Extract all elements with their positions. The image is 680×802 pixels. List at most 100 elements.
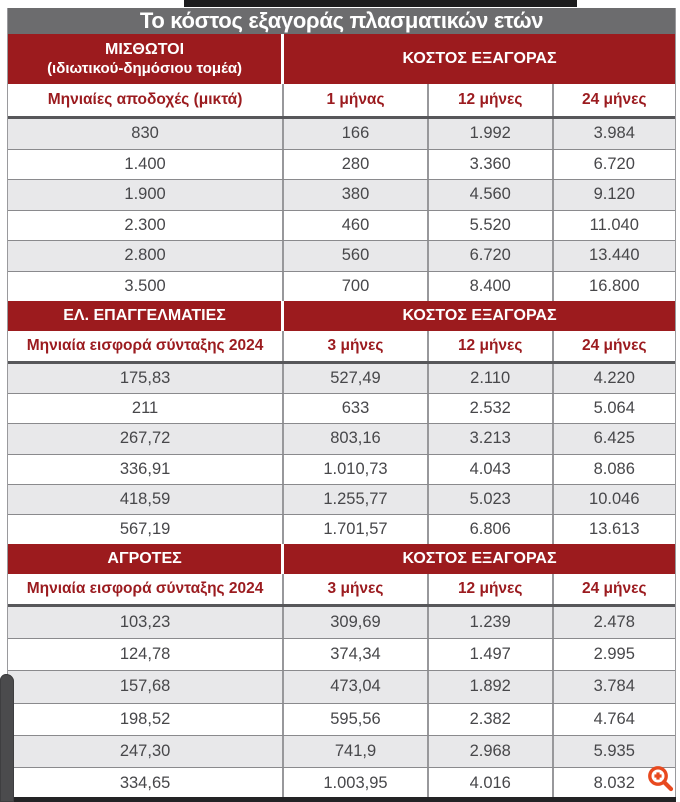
- table-row: 198,52 595,56 2.382 4.764: [8, 702, 675, 735]
- column-header: 12 μήνες: [429, 84, 554, 116]
- column-header: 24 μήνες: [582, 580, 647, 597]
- group-label: ΕΛ. ΕΠΑΓΓΕΛΜΑΤΙΕΣ: [63, 307, 226, 325]
- table-cell: 527,49: [284, 364, 429, 394]
- table-section: ΕΛ. ΕΠΑΓΓΕΛΜΑΤΙΕΣ ΚΟΣΤΟΣ ΕΞΑΓΟΡΑΣ Μηνιαία …: [8, 301, 675, 545]
- table-cell: 13.613: [589, 519, 640, 538]
- table-row: 567,19 1.701,57 6.806 13.613: [8, 513, 675, 545]
- table-sections: ΜΙΣΘΩΤΟΙ (ιδιωτικού-δημόσιου τομέα) ΚΟΣΤΟΣ…: [8, 34, 675, 800]
- page-corner-decoration: [0, 674, 14, 802]
- column-header: 12 μήνες: [429, 331, 554, 361]
- table-cell: 595,56: [284, 703, 429, 735]
- table-row: 124,78 374,34 1.497 2.995: [8, 638, 675, 671]
- column-header: 3 μήνες: [284, 331, 429, 361]
- column-header: 1 μήνας: [284, 84, 429, 116]
- group-label: ΑΓΡΟΤΕΣ: [107, 550, 182, 568]
- column-header: Μηνιαία εισφορά σύνταξης 2024: [8, 574, 285, 604]
- table-cell: 9.120: [593, 185, 635, 204]
- table-row: 2.800 560 6.720 13.440: [8, 240, 675, 271]
- table-cell: 1.010,73: [284, 454, 429, 484]
- table-cell: 2.300: [8, 210, 285, 240]
- table-cell: 2.532: [429, 394, 554, 424]
- table-cell: 741,9: [284, 735, 429, 767]
- table-cell: 11.040: [589, 215, 639, 234]
- table-cell: 6.720: [593, 154, 635, 173]
- table-cell: 3.500: [8, 271, 285, 301]
- table-row: 1.900 380 4.560 9.120: [8, 179, 675, 210]
- column-header: Μηνιαίες αποδοχές (μικτά): [8, 84, 285, 116]
- zoom-in-button[interactable]: [646, 764, 675, 793]
- table-row: 3.500 700 8.400 16.800: [8, 270, 675, 301]
- table-cell: 103,23: [8, 607, 285, 639]
- table-cell: 4.016: [429, 767, 554, 800]
- table-cell: 8.032: [593, 773, 635, 792]
- table-row: 418,59 1.255,77 5.023 10.046: [8, 483, 675, 514]
- table-cell: 418,59: [8, 484, 285, 514]
- group-header-cell: ΜΙΣΘΩΤΟΙ (ιδιωτικού-δημόσιου τομέα): [8, 34, 285, 84]
- table-cell: 1.255,77: [284, 484, 429, 514]
- column-header: 3 μήνες: [284, 574, 429, 604]
- table-cell: 10.046: [589, 489, 640, 508]
- table-row: 1.400 280 3.360 6.720: [8, 148, 675, 179]
- table-cell: 567,19: [8, 514, 285, 545]
- table-cell: 16.800: [589, 276, 640, 295]
- group-sublabel: (ιδιωτικού-δημόσιου τομέα): [47, 59, 243, 77]
- table-cell: 2.800: [8, 241, 285, 271]
- table-cell: 198,52: [8, 703, 285, 735]
- table-cell: 460: [284, 210, 429, 240]
- table-row: 830 166 1.992 3.984: [8, 119, 675, 149]
- table-cell: 211: [8, 394, 285, 424]
- table-cell: 5.935: [593, 741, 635, 760]
- table-cell: 247,30: [8, 735, 285, 767]
- table-cell: 124,78: [8, 639, 285, 671]
- table-cell: 2.382: [429, 703, 554, 735]
- table-cell: 4.043: [429, 454, 554, 484]
- cost-header-cell: ΚΟΣΤΟΣ ΕΞΑΓΟΡΑΣ: [402, 307, 557, 325]
- table-cell: 1.701,57: [284, 514, 429, 545]
- table-cell: 334,65: [8, 767, 285, 800]
- table-cell: 1.892: [429, 671, 554, 703]
- section-header-row: ΑΓΡΟΤΕΣ ΚΟΣΤΟΣ ΕΞΑΓΟΡΑΣ: [8, 544, 675, 574]
- table-cell: 3.784: [593, 677, 635, 696]
- table-cell: 2.995: [593, 645, 635, 664]
- table-cell: 280: [284, 149, 429, 179]
- table-cell: 2.968: [429, 735, 554, 767]
- table-cell: 1.992: [429, 119, 554, 149]
- table-cell: 6.720: [429, 241, 554, 271]
- table-cell: 2.478: [593, 613, 635, 632]
- table-cell: 2.110: [429, 364, 554, 394]
- section-header-row: ΕΛ. ΕΠΑΓΓΕΛΜΑΤΙΕΣ ΚΟΣΤΟΣ ΕΞΑΓΟΡΑΣ: [8, 301, 675, 331]
- table-cell: 700: [284, 271, 429, 301]
- table-cell: 380: [284, 180, 429, 210]
- table-row: 175,83 527,49 2.110 4.220: [8, 364, 675, 394]
- table-cell: 4.560: [429, 180, 554, 210]
- zoom-in-icon: [646, 764, 675, 793]
- group-label: ΜΙΣΘΩΤΟΙ: [105, 41, 185, 59]
- column-header-row: Μηνιαία εισφορά σύνταξης 2024 3 μήνες 12 μ…: [8, 574, 675, 607]
- table-cell: 309,69: [284, 607, 429, 639]
- column-header-row: Μηνιαίες αποδοχές (μικτά) 1 μήνας 12 μήνες…: [8, 84, 675, 119]
- table-cell: 6.425: [593, 429, 635, 448]
- cost-table-infographic: Το κόστος εξαγοράς πλασματικών ετών ΜΙΣΘ…: [7, 8, 676, 800]
- bottom-border-strip: [7, 797, 676, 802]
- table-row: 157,68 473,04 1.892 3.784: [8, 670, 675, 703]
- table-cell: 1.900: [8, 180, 285, 210]
- table-section: ΜΙΣΘΩΤΟΙ (ιδιωτικού-δημόσιου τομέα) ΚΟΣΤΟΣ…: [8, 34, 675, 301]
- table-cell: 1.400: [8, 149, 285, 179]
- page-title: Το κόστος εξαγοράς πλασματικών ετών: [8, 8, 675, 34]
- column-header: 24 μήνες: [582, 91, 647, 108]
- table-cell: 5.064: [593, 399, 635, 418]
- column-header: 24 μήνες: [582, 337, 647, 354]
- section-rows: 175,83 527,49 2.110 4.220 211 633 2.532 5.064 26…: [8, 364, 675, 545]
- table-cell: 560: [284, 241, 429, 271]
- table-section: ΑΓΡΟΤΕΣ ΚΟΣΤΟΣ ΕΞΑΓΟΡΑΣ Μηνιαία εισφορά σύ…: [8, 544, 675, 800]
- cost-header-cell: ΚΟΣΤΟΣ ΕΞΑΓΟΡΑΣ: [402, 550, 557, 568]
- table-row: 211 633 2.532 5.064: [8, 393, 675, 424]
- table-row: 103,23 309,69 1.239 2.478: [8, 607, 675, 639]
- table-cell: 1.497: [429, 639, 554, 671]
- section-header-row: ΜΙΣΘΩΤΟΙ (ιδιωτικού-δημόσιου τομέα) ΚΟΣΤΟΣ…: [8, 34, 675, 84]
- table-cell: 633: [284, 394, 429, 424]
- table-cell: 157,68: [8, 671, 285, 703]
- section-rows: 830 166 1.992 3.984 1.400 280 3.360 6.720 1.900 3…: [8, 119, 675, 301]
- table-row: 336,91 1.010,73 4.043 8.086: [8, 453, 675, 484]
- table-cell: 803,16: [284, 424, 429, 454]
